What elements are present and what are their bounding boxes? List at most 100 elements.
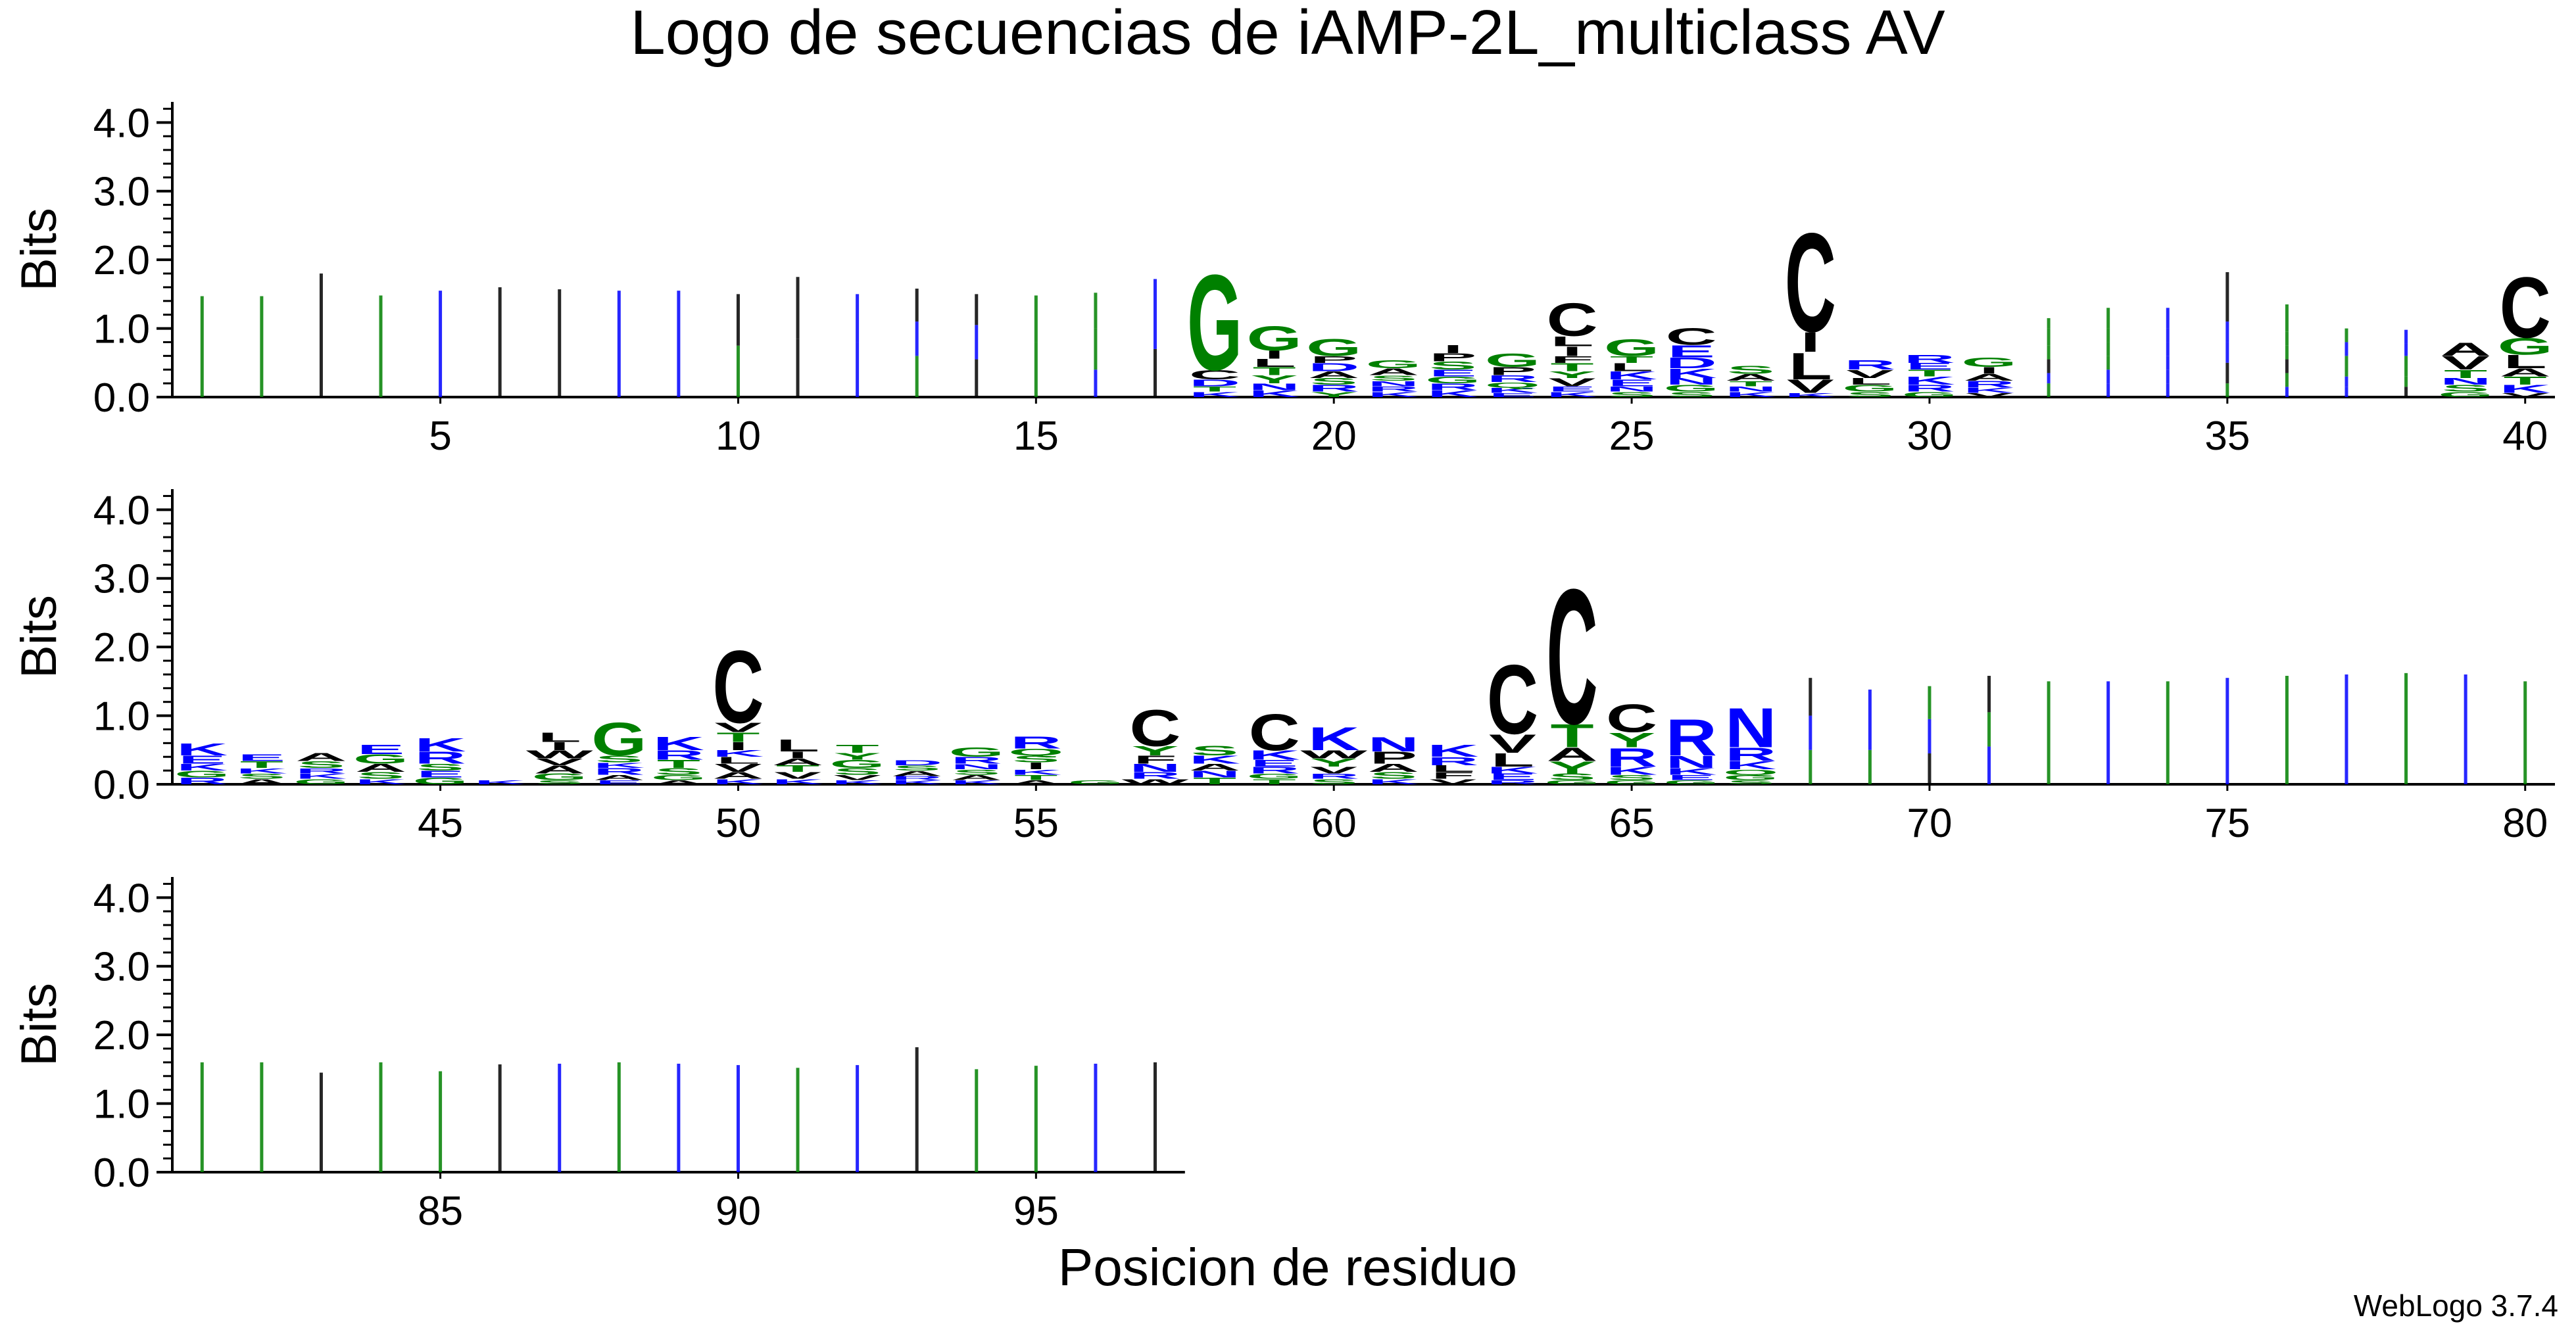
logo-glyph-V: V xyxy=(1787,376,1834,397)
logo-glyph-I: I xyxy=(1562,344,1582,359)
logo-glyph-V: V xyxy=(1548,376,1596,389)
logo-glyph-T: T xyxy=(1729,379,1772,388)
logo-glyph-R: R xyxy=(1725,744,1776,765)
logo-glyph-G xyxy=(2285,676,2289,784)
logo-glyph-G: G xyxy=(532,772,587,782)
logo-glyph-G: G xyxy=(1247,772,1302,780)
logo-glyph-E: E xyxy=(1251,758,1298,769)
logo-glyph-Q xyxy=(2047,318,2051,329)
logo-glyph-E: E xyxy=(357,742,404,757)
logo-glyph-Y: Y xyxy=(1310,391,1357,399)
logo-glyph-R xyxy=(2345,376,2348,387)
logo-column-12 xyxy=(856,294,860,397)
logo-glyph-K: K xyxy=(1606,369,1657,382)
logo-glyph-S: S xyxy=(1012,754,1059,765)
logo-glyph-V: V xyxy=(1965,392,2012,398)
logo-glyph-S: S xyxy=(1370,374,1417,383)
logo-column-46: K xyxy=(474,779,525,786)
logo-glyph-G xyxy=(1987,712,1991,747)
logo-glyph-G: G xyxy=(1425,375,1480,385)
logo-glyph-W: W xyxy=(526,748,594,761)
logo-glyph-G xyxy=(1868,749,1872,784)
logo-glyph-K xyxy=(677,291,681,397)
logo-glyph-E xyxy=(2047,373,2051,384)
logo-glyph-V: V xyxy=(774,770,821,781)
logo-glyph-S: S xyxy=(595,754,643,765)
logo-glyph-P xyxy=(2404,387,2408,397)
logo-glyph-T: T xyxy=(1253,365,1296,377)
logo-glyph-T: T xyxy=(1550,717,1593,754)
logo-glyph-G: G xyxy=(1664,779,1719,786)
logo-glyph-R: R xyxy=(1487,373,1538,384)
logo-glyph-T: T xyxy=(1908,368,1951,379)
logo-glyph-K xyxy=(1094,369,1098,397)
logo-glyph-T: T xyxy=(1550,361,1593,373)
logo-glyph-I xyxy=(2225,362,2229,384)
logo-glyph-V: V xyxy=(834,773,881,782)
logo-glyph-L: L xyxy=(1848,376,1891,387)
logo-glyph-A: A xyxy=(1368,762,1419,774)
logo-glyph-E: E xyxy=(417,769,464,780)
logo-glyph-R: R xyxy=(1010,733,1061,752)
logo-glyph-S: S xyxy=(953,768,1000,776)
logo-glyph-K: K xyxy=(1666,366,1717,381)
logo-glyph-K: K xyxy=(1249,389,1300,399)
logo-glyph-G xyxy=(2047,328,2051,346)
logo-column-89 xyxy=(677,1064,681,1172)
logo-glyph-A xyxy=(498,1064,502,1172)
logo-column-80 xyxy=(2523,681,2527,784)
logo-glyph-Y: Y xyxy=(1548,369,1595,380)
logo-glyph-G: G xyxy=(1544,779,1599,786)
logo-glyph-E: E xyxy=(1906,361,1953,371)
logo-glyph-L: L xyxy=(1491,749,1534,770)
logo-glyph-K xyxy=(915,321,919,356)
x-tick-label: 50 xyxy=(716,801,761,846)
logo-glyph-Y xyxy=(2404,356,2408,367)
logo-glyph-A: A xyxy=(653,779,704,786)
logo-glyph-K xyxy=(2106,681,2110,784)
logo-glyph-A xyxy=(1928,753,1932,784)
logo-glyph-K xyxy=(856,342,860,397)
logo-glyph-S: S xyxy=(1846,391,1893,399)
logo-glyph-T: T xyxy=(1193,385,1236,393)
logo-glyph-C: C xyxy=(1249,703,1300,761)
weblogo-credit: WebLogo 3.7.4 xyxy=(2354,1289,2558,1323)
logo-glyph-K: K xyxy=(1427,389,1478,399)
logo-glyph-A: A xyxy=(355,762,406,774)
logo-glyph-G xyxy=(796,1068,800,1172)
logo-glyph-R: R xyxy=(1368,385,1419,393)
logo-column-3 xyxy=(319,273,323,397)
logo-glyph-Y: Y xyxy=(1548,758,1595,777)
x-tick-label: 55 xyxy=(1013,801,1059,846)
logo-column-34 xyxy=(2166,308,2170,397)
logo-glyph-K: K xyxy=(1189,753,1240,766)
logo-glyph-G: G xyxy=(1068,779,1123,786)
logo-glyph-K: K xyxy=(176,762,228,772)
logo-glyph-K: K xyxy=(415,734,466,755)
logo-glyph-A: A xyxy=(891,769,942,778)
logo-glyph-K: K xyxy=(474,779,525,786)
logo-glyph-K: K xyxy=(1606,765,1657,777)
logo-glyph-N xyxy=(2106,383,2110,397)
logo-glyph-V: V xyxy=(1489,729,1536,759)
logo-glyph-K: K xyxy=(712,748,764,759)
logo-glyph-L: L xyxy=(1253,357,1296,369)
logo-glyph-I: I xyxy=(1026,761,1046,771)
logo-glyph-K: K xyxy=(1368,391,1419,399)
logo-glyph-L xyxy=(975,294,979,325)
logo-glyph-G xyxy=(260,296,264,397)
logo-glyph-E: E xyxy=(1489,772,1536,782)
logo-glyph-A: A xyxy=(534,763,585,776)
